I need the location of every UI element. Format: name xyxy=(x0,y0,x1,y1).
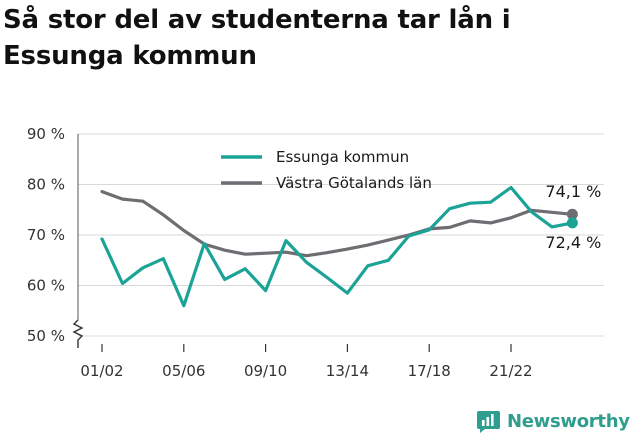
x-tick-label: 01/02 xyxy=(80,362,123,380)
newsworthy-logo-icon xyxy=(477,410,500,433)
grid-lines xyxy=(78,133,604,337)
legend: Essunga kommun Västra Götalands län xyxy=(221,148,432,192)
end-label-essunga: 72,4 % xyxy=(545,233,601,252)
y-tick-label: 50 % xyxy=(27,327,65,345)
x-tick-label: 09/10 xyxy=(244,362,287,380)
x-axis-ticks: 01/02 05/06 09/10 13/14 17/18 21/22 xyxy=(80,344,533,380)
y-tick-label: 70 % xyxy=(27,226,65,244)
legend-label: Västra Götalands län xyxy=(276,174,432,192)
end-point-vastra xyxy=(566,208,578,220)
end-point-essunga xyxy=(566,217,578,229)
series-line-essunga xyxy=(100,185,574,308)
legend-label: Essunga kommun xyxy=(276,148,409,166)
axis-break-mark xyxy=(72,319,84,348)
brand-name: Newsworthy xyxy=(507,410,630,432)
chart-title: Så stor del av studenterna tar lån i Ess… xyxy=(3,5,511,71)
brand-logo: Newsworthy xyxy=(476,405,630,437)
axes xyxy=(72,134,84,348)
series-lines xyxy=(100,185,578,308)
y-tick-label: 80 % xyxy=(27,176,65,194)
y-tick-label: 60 % xyxy=(27,277,65,295)
x-tick-label: 13/14 xyxy=(326,362,369,380)
end-labels: 72,4 % 74,1 % xyxy=(545,182,601,252)
series-line-vastra xyxy=(100,190,574,258)
x-tick-label: 05/06 xyxy=(162,362,205,380)
end-label-vastra: 74,1 % xyxy=(545,182,601,201)
x-tick-label: 21/22 xyxy=(489,362,532,380)
x-tick-label: 17/18 xyxy=(408,362,451,380)
y-tick-label: 90 % xyxy=(27,125,65,143)
y-axis-ticks: 50 % 60 % 70 % 80 % 90 % xyxy=(27,125,65,345)
